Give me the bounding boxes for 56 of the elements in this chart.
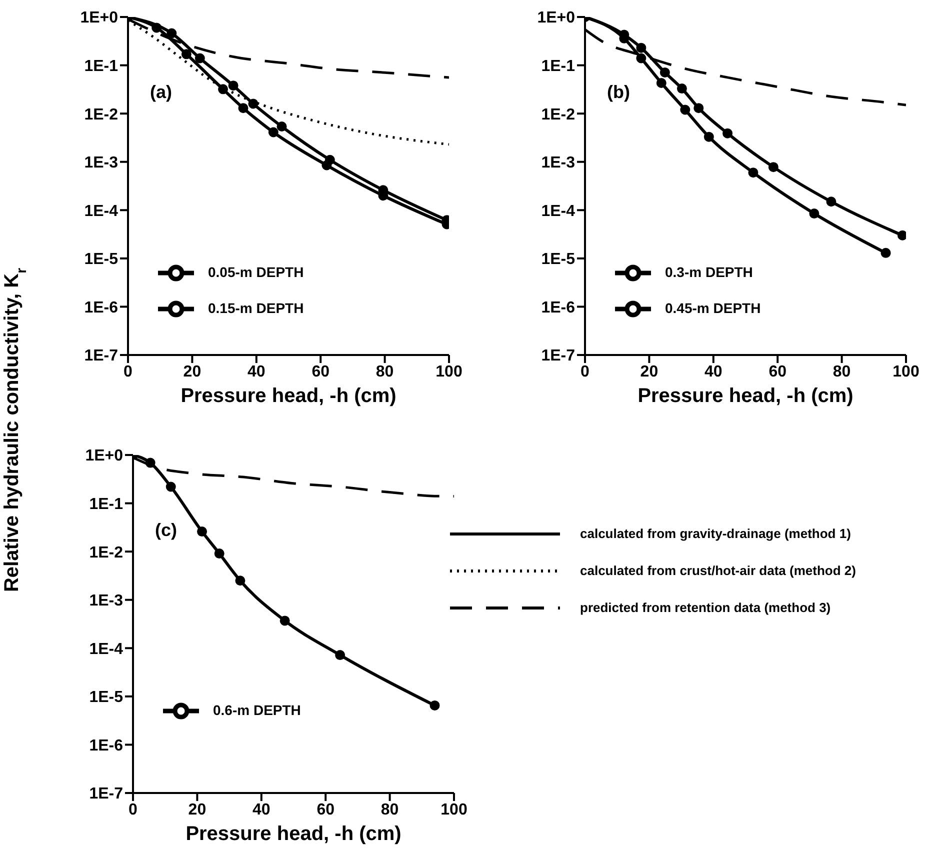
y-tick-label: 1E+0 — [80, 10, 118, 27]
y-tick-label: 1E-7 — [89, 786, 124, 803]
x-axis-title: Pressure head, -h (cm) — [184, 823, 402, 846]
y-tick-label: 1E-1 — [89, 496, 124, 513]
x-tick-label: 100 — [436, 363, 462, 380]
y-tick-label: 1E-7 — [541, 348, 576, 365]
x-tick-label: 60 — [316, 801, 335, 818]
legend-label: 0.05-m DEPTH — [208, 264, 304, 280]
x-tick-label: 0 — [128, 801, 138, 818]
text: calculated from gravity-drainage (method 1) — [580, 526, 851, 541]
x-axis-title: Pressure head, -h (cm) — [180, 385, 398, 408]
x-tick-label: 80 — [380, 801, 399, 818]
x-tick-label: 60 — [768, 363, 787, 380]
y-tick-label: 1E-2 — [84, 106, 118, 124]
y-tick-label: 1E-3 — [541, 154, 576, 172]
x-tick-label: 40 — [248, 363, 266, 380]
legend-label: 0.3-m DEPTH — [665, 264, 753, 280]
x-tick-label: 40 — [252, 801, 270, 818]
annotation: (b) — [607, 82, 630, 103]
annotation: (c) — [155, 520, 177, 541]
y-tick-label: 1E-6 — [89, 737, 124, 754]
y-tick-label: 1E-4 — [89, 640, 124, 658]
text: calculated from crust/hot-air data (method 2) — [580, 563, 856, 578]
x-tick-label: 80 — [832, 363, 851, 380]
y-tick-label: 1E-3 — [84, 154, 118, 172]
x-tick-label: 20 — [640, 363, 658, 380]
x-tick-label: 80 — [376, 363, 394, 380]
x-tick-label: 20 — [183, 363, 202, 380]
x-tick-label: 20 — [188, 801, 206, 818]
y-tick-label: 1E-6 — [541, 299, 576, 316]
x-tick-label: 0 — [580, 363, 590, 380]
y-tick-label: 1E+0 — [85, 448, 124, 465]
x-tick-label: 40 — [704, 363, 722, 380]
annotation: (a) — [150, 82, 172, 103]
y-tick-label: 1E-4 — [541, 202, 576, 220]
x-axis-title: Pressure head, -h (cm) — [636, 385, 854, 408]
legend-label: 0.15-m DEPTH — [208, 300, 304, 316]
legend-label: 0.6-m DEPTH — [213, 702, 301, 718]
x-tick-label: 100 — [892, 363, 920, 380]
y-tick-label: 1E-5 — [541, 251, 576, 268]
y-tick-label: 1E-1 — [541, 58, 576, 75]
y-tick-label: 1E+0 — [537, 10, 576, 27]
x-tick-label: 60 — [312, 363, 330, 380]
y-tick-label: 1E-6 — [84, 299, 118, 316]
text: predicted from retention data (method 3) — [580, 600, 831, 615]
y-tick-label: 1E-5 — [89, 689, 124, 706]
y-tick-label: 1E-5 — [84, 251, 118, 268]
y-tick-label: 1E-7 — [84, 348, 118, 365]
y-tick-label: 1E-4 — [84, 202, 118, 220]
y-tick-label: 1E-3 — [89, 592, 124, 610]
legend-label: 0.45-m DEPTH — [665, 300, 761, 316]
x-tick-label: 0 — [124, 363, 133, 380]
x-tick-label: 100 — [440, 801, 468, 818]
y-tick-label: 1E-2 — [89, 544, 124, 562]
y-tick-label: 1E-1 — [84, 58, 118, 75]
y-tick-label: 1E-2 — [541, 106, 576, 124]
